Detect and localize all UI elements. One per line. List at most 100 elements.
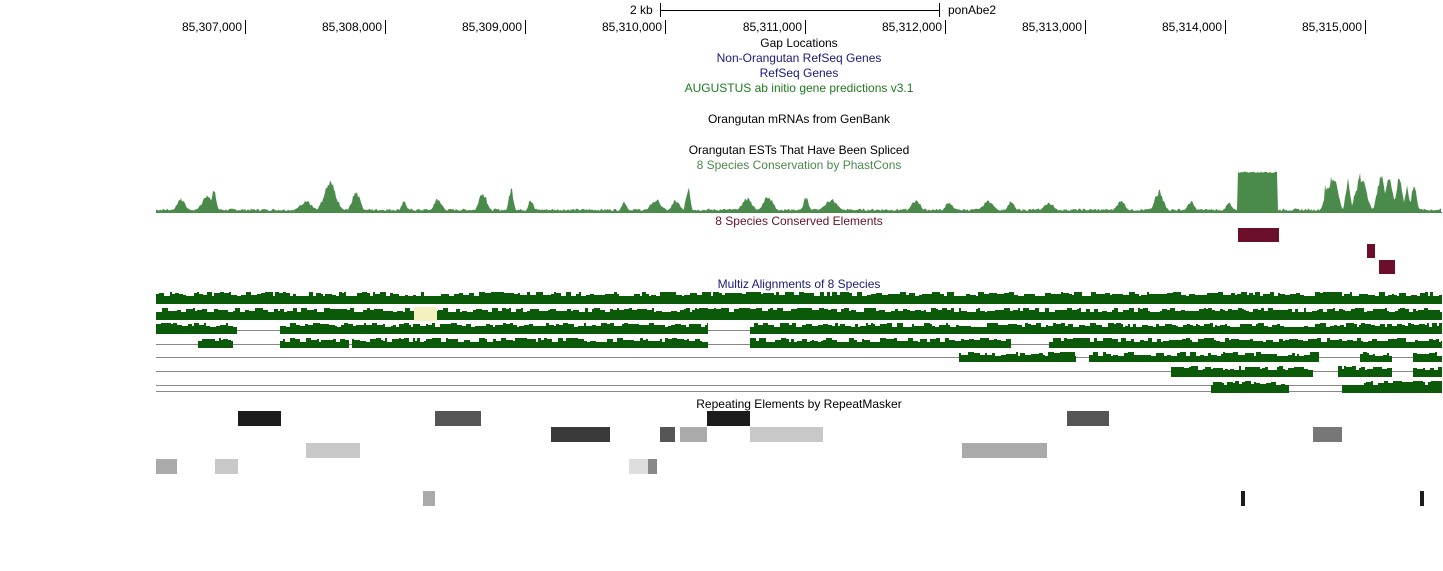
repeat-element[interactable] xyxy=(629,459,648,474)
alignment-segment xyxy=(1186,296,1189,304)
conserved-element[interactable] xyxy=(1238,228,1279,242)
alignment-segment xyxy=(1434,310,1440,320)
alignment-segment xyxy=(1156,312,1160,320)
alignment-segment xyxy=(950,327,954,334)
alignment-segment xyxy=(1016,295,1018,304)
alignment-segment xyxy=(947,310,951,320)
alignment-segment xyxy=(1211,385,1213,393)
alignment-segment xyxy=(556,293,561,304)
repeat-element[interactable] xyxy=(707,411,750,426)
repeat-element[interactable] xyxy=(1420,491,1424,506)
track-label-multiz[interactable]: Multiz Alignments of 8 Species xyxy=(717,277,881,291)
alignment-segment xyxy=(1319,309,1323,320)
alignment-segment xyxy=(342,309,347,320)
alignment-segment xyxy=(1315,352,1319,362)
alignment-segment xyxy=(1273,342,1277,348)
alignment-segment xyxy=(1365,370,1367,377)
alignment-segment xyxy=(1195,295,1197,304)
alignment-segment xyxy=(857,342,862,348)
alignment-segment xyxy=(404,338,409,348)
repeat-element[interactable] xyxy=(423,491,435,506)
alignment-segment xyxy=(940,342,945,348)
track-label-orangutan-mrnas[interactable]: Orangutan mRNAs from GenBank xyxy=(707,112,891,126)
alignment-segment xyxy=(171,311,177,320)
alignment-segment xyxy=(516,309,521,320)
alignment-segment xyxy=(649,323,654,334)
alignment-segment xyxy=(590,294,594,304)
alignment-segment xyxy=(1221,354,1223,362)
alignment-segment xyxy=(1315,292,1320,304)
alignment-lane-line xyxy=(156,371,1442,372)
track-label-orangutan-ests[interactable]: Orangutan ESTs That Have Been Spliced xyxy=(688,143,910,157)
alignment-segment xyxy=(257,294,261,304)
alignment-segment xyxy=(654,325,659,334)
alignment-segment xyxy=(514,294,518,304)
alignment-segment xyxy=(1034,354,1039,362)
alignment-segment xyxy=(1125,326,1128,334)
repeat-element[interactable] xyxy=(306,443,360,458)
track-label-non-orangutan-refseq[interactable]: Non-Orangutan RefSeq Genes xyxy=(716,51,882,65)
alignment-segment xyxy=(1063,352,1069,362)
track-label-refseq-genes[interactable]: RefSeq Genes xyxy=(759,66,839,80)
alignment-segment xyxy=(959,326,965,334)
alignment-segment xyxy=(399,338,401,348)
alignment-segment xyxy=(1418,381,1423,393)
alignment-segment xyxy=(485,339,487,348)
alignment-segment xyxy=(1220,325,1225,334)
repeat-element[interactable] xyxy=(660,427,675,442)
assembly-label: ponAbe2 xyxy=(948,3,997,17)
repeat-element[interactable] xyxy=(1313,427,1342,442)
track-label-repeatmasker[interactable]: Repeating Elements by RepeatMasker xyxy=(696,397,902,411)
track-label-gap-locations[interactable]: Gap Locations xyxy=(760,36,838,50)
alignment-segment xyxy=(231,312,233,320)
phastcons-baseline xyxy=(156,212,1442,213)
multiz-alignment-blocks[interactable] xyxy=(156,290,1442,396)
repeat-element[interactable] xyxy=(750,427,823,442)
alignment-segment xyxy=(754,323,758,334)
repeat-element[interactable] xyxy=(648,459,657,474)
repeat-element[interactable] xyxy=(680,427,707,442)
alignment-segment xyxy=(1135,294,1139,304)
alignment-segment xyxy=(596,342,599,348)
track-label-phastcons[interactable]: 8 Species Conservation by PhastCons xyxy=(696,158,902,172)
ruler-tick-mark xyxy=(1225,20,1226,34)
track-label-augustus[interactable]: AUGUSTUS ab initio gene predictions v3.1 xyxy=(684,81,914,95)
alignment-segment xyxy=(436,296,441,304)
alignment-segment xyxy=(511,312,516,320)
phastcons-conservation-plot[interactable] xyxy=(156,170,1442,213)
repeat-element[interactable] xyxy=(551,427,610,442)
repeat-element[interactable] xyxy=(156,459,177,474)
track-label-conserved-elements[interactable]: 8 Species Conserved Elements xyxy=(715,214,883,228)
alignment-segment xyxy=(871,323,873,334)
alignment-segment xyxy=(1405,309,1409,320)
conserved-element[interactable] xyxy=(1367,244,1375,258)
alignment-segment xyxy=(1342,369,1344,377)
alignment-segment xyxy=(750,309,756,320)
conserved-element[interactable] xyxy=(1379,260,1395,274)
alignment-segment xyxy=(1425,385,1428,393)
alignment-segment xyxy=(340,339,345,348)
alignment-segment xyxy=(991,293,997,304)
alignment-segment xyxy=(323,296,325,304)
repeat-element[interactable] xyxy=(962,443,1047,458)
repeat-element[interactable] xyxy=(435,411,481,426)
alignment-segment xyxy=(1123,327,1125,334)
alignment-segment xyxy=(383,311,388,320)
alignment-segment xyxy=(444,294,446,304)
alignment-segment xyxy=(623,340,629,348)
alignment-segment xyxy=(855,324,858,334)
repeat-element[interactable] xyxy=(215,459,238,474)
alignment-segment xyxy=(948,325,950,334)
alignment-segment xyxy=(997,294,1001,304)
alignment-segment xyxy=(356,325,359,334)
alignment-segment xyxy=(1236,339,1239,348)
alignment-segment xyxy=(689,324,695,334)
alignment-segment xyxy=(1413,353,1417,362)
alignment-segment xyxy=(296,296,300,304)
repeat-element[interactable] xyxy=(1067,411,1109,426)
alignment-segment xyxy=(756,341,759,348)
repeat-element[interactable] xyxy=(1241,491,1245,506)
alignment-segment xyxy=(286,293,290,304)
repeat-element[interactable] xyxy=(238,411,281,426)
